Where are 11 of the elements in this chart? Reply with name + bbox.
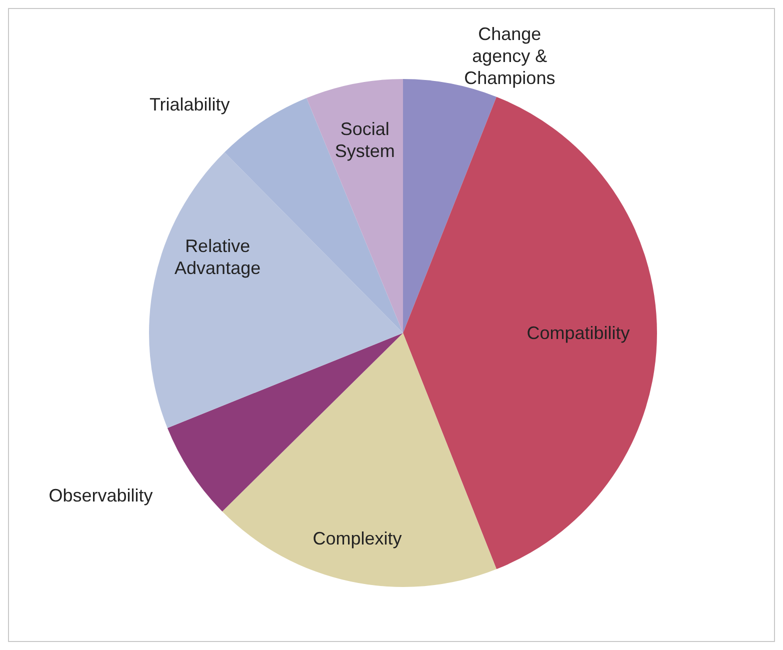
slice-label: Social System	[334, 118, 395, 161]
pie-slice	[222, 333, 497, 587]
slice-label: Trialability	[149, 94, 230, 114]
slice-label: Observability	[48, 486, 153, 506]
slice-label: Compatibility	[526, 323, 630, 343]
slice-label: Complexity	[312, 528, 402, 549]
pie-slice	[403, 96, 656, 570]
pie-slice	[306, 79, 403, 333]
pie-slice	[167, 333, 403, 512]
slice-label: Relative Advantage	[174, 236, 261, 278]
slice-label: Change agency & Champions	[464, 24, 556, 88]
